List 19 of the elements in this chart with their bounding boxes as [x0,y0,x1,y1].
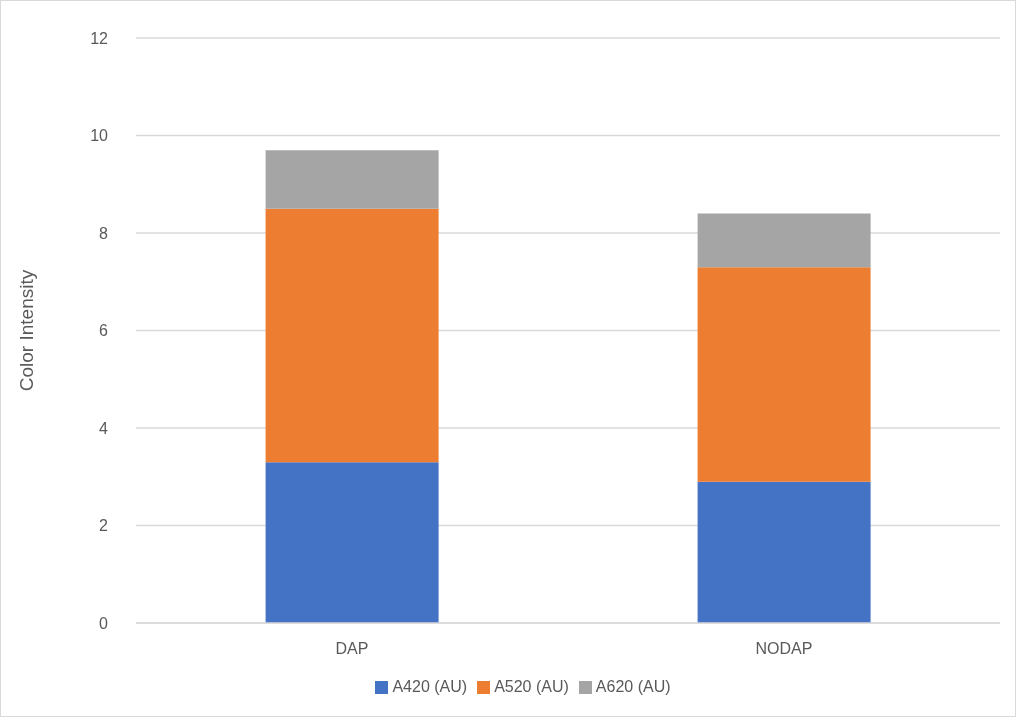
y-tick-label: 12 [90,29,109,47]
y-axis-title: Color Intensity [15,269,37,392]
y-tick-label: 6 [99,322,109,340]
legend-label: A520 (AU) [494,678,569,695]
bar [697,213,871,268]
y-tick-label: 8 [99,224,109,242]
bar [697,267,871,482]
y-tick-label: 4 [99,419,109,437]
bar [265,462,439,623]
y-tick-label: 0 [99,614,109,632]
x-tick-label: NODAP [755,640,813,658]
bar [265,150,439,209]
y-tick-label: 10 [90,127,109,145]
bar [697,481,871,623]
bar [265,208,439,463]
legend-label: A620 (AU) [595,678,671,695]
legend-label: A420 (AU) [392,678,468,695]
y-tick-label: 2 [99,517,109,535]
x-tick-label: DAP [335,640,369,658]
